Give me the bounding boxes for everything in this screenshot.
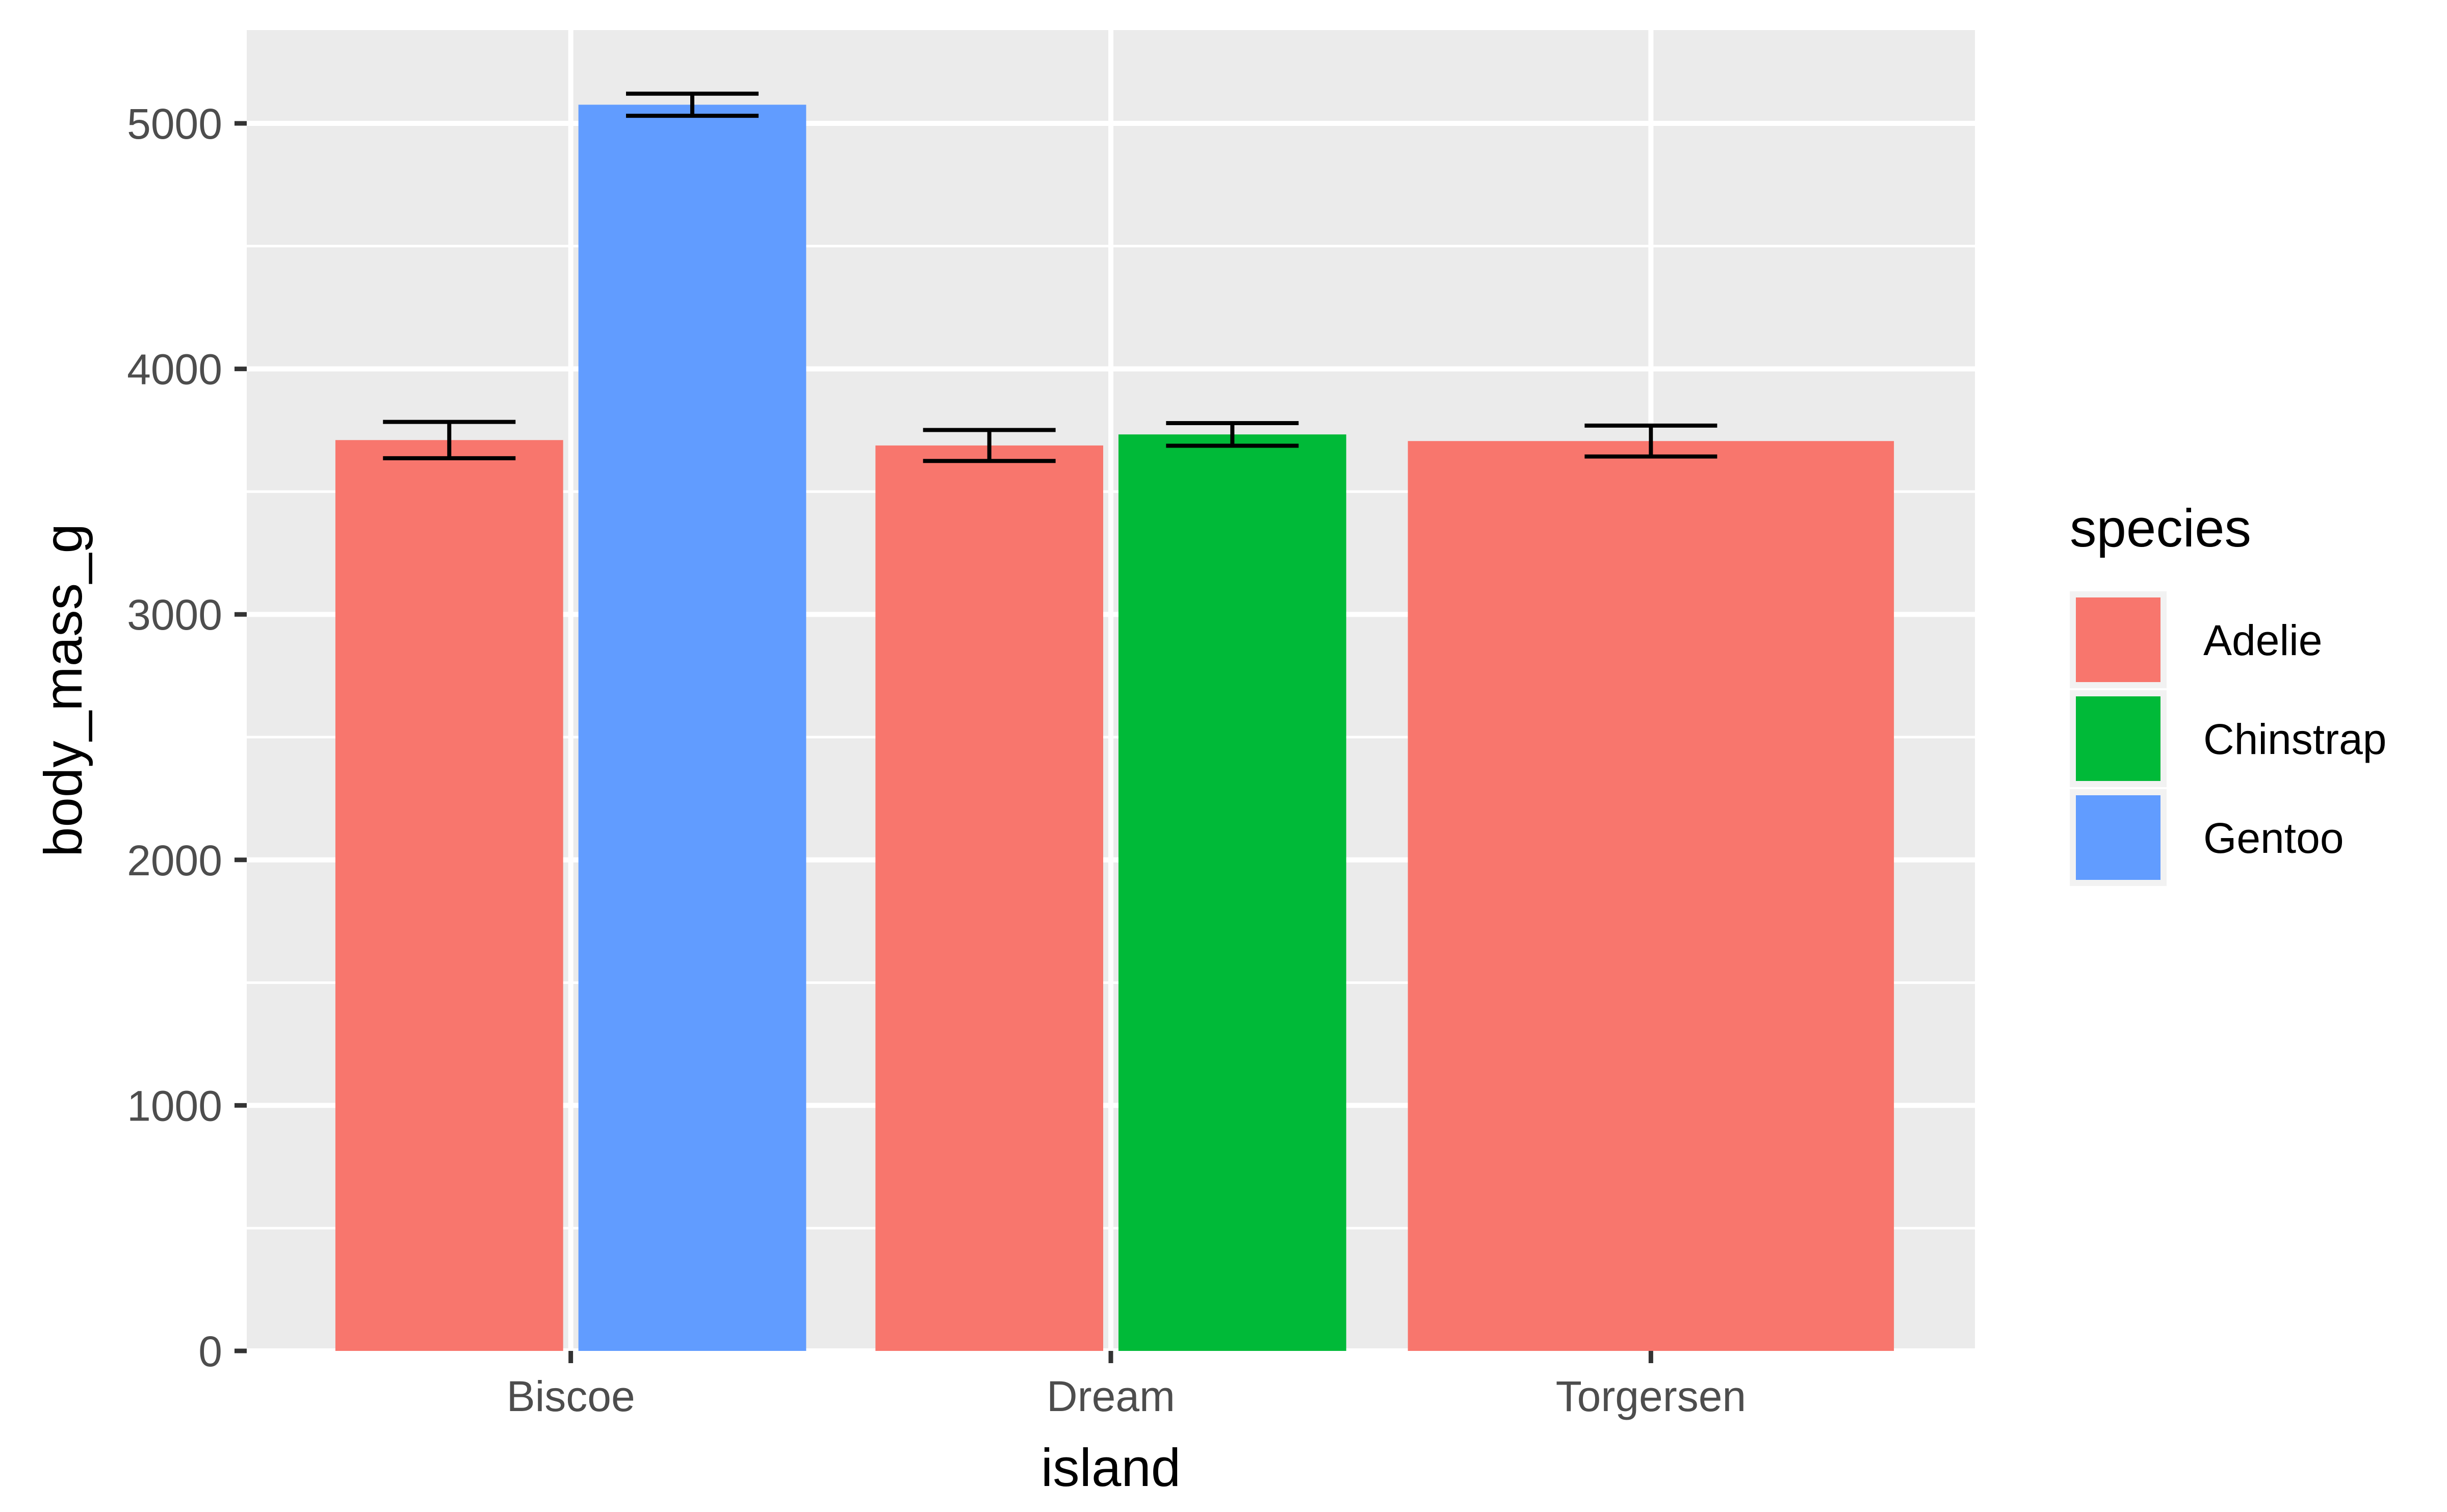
y-tick-label: 1000 [127,1082,222,1130]
bars [335,105,1894,1351]
legend-label-gentoo: Gentoo [2203,814,2344,862]
legend-label-chinstrap: Chinstrap [2203,715,2387,763]
x-axis-title: island [1041,1438,1181,1498]
legend-swatch-adelie [2076,597,2160,682]
bar-dream-adelie [875,445,1103,1351]
legend-label-adelie: Adelie [2203,616,2323,664]
y-axis-title: body_mass_g [34,524,93,857]
x-tick-label: Biscoe [507,1372,635,1420]
legend-title: species [2070,499,2251,558]
y-tick-label: 2000 [127,837,222,884]
legend-swatch-gentoo [2076,795,2160,880]
y-tick-label: 5000 [127,100,222,148]
error-bars [383,91,1717,463]
legend-swatch-chinstrap [2076,696,2160,781]
y-tick-label: 4000 [127,346,222,394]
legend: species Adelie Chinstrap Gentoo [2070,499,2387,886]
bar-biscoe-adelie [335,440,563,1351]
bar-dream-chinstrap [1118,434,1346,1351]
bar-torgersen-adelie [1408,441,1894,1351]
x-tick-label: Torgersen [1556,1372,1747,1420]
y-tick-label: 0 [198,1327,222,1375]
x-axis: Biscoe Dream Torgersen [507,1351,1747,1420]
x-tick-label: Dream [1047,1372,1175,1420]
y-tick-label: 3000 [127,591,222,639]
y-axis: 0 1000 2000 3000 4000 5000 [127,100,247,1375]
bar-biscoe-gentoo [578,105,806,1351]
